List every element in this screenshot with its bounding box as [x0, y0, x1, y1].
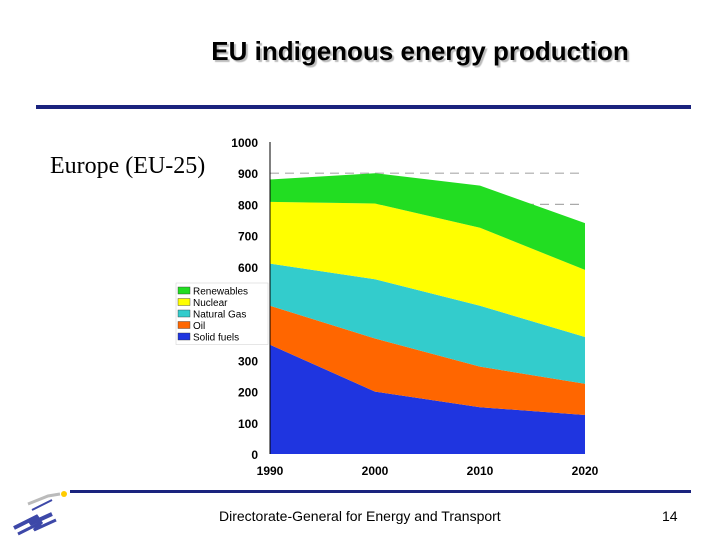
dg-energy-logo-icon [13, 491, 67, 536]
slide-title: EU indigenous energy production [211, 36, 629, 66]
y-tick-label: 0 [251, 448, 258, 462]
legend-swatch [177, 332, 191, 341]
legend-box [175, 282, 269, 345]
legend-label: Natural Gas [193, 310, 246, 321]
legend-label: Nuclear [193, 298, 228, 309]
footer-rule [70, 490, 691, 493]
x-tick-label: 2010 [467, 464, 494, 478]
legend-label: Oil [193, 321, 205, 332]
region-label: Europe (EU-25) [50, 153, 206, 179]
legend-label: Solid fuels [193, 333, 239, 344]
y-tick-label: 300 [238, 354, 258, 368]
legend-swatch [177, 309, 191, 318]
y-tick-label: 600 [238, 261, 258, 275]
y-tick-label: 1000 [231, 136, 258, 150]
y-tick-label: 700 [238, 230, 258, 244]
area-solid-fuels [270, 344, 585, 454]
legend-swatch [177, 321, 191, 329]
legend-swatch [177, 298, 191, 306]
area-oil [270, 305, 585, 415]
y-tick-label: 200 [238, 386, 258, 400]
y-tick-label: 100 [238, 417, 258, 431]
title-rule [36, 105, 691, 109]
x-tick-label: 2020 [572, 464, 599, 478]
legend-swatch [177, 286, 191, 295]
x-tick-label: 1990 [257, 464, 284, 478]
area-renewables [270, 173, 585, 270]
footer-text: Directorate-General for Energy and Trans… [219, 508, 501, 524]
x-tick-label: 2000 [362, 464, 389, 478]
y-tick-label: 800 [238, 198, 258, 212]
area-natural-gas [270, 263, 585, 384]
y-tick-label: 900 [238, 167, 258, 181]
legend-label: Renewables [193, 287, 248, 298]
area-nuclear [270, 201, 585, 337]
page-number: 14 [662, 508, 678, 524]
